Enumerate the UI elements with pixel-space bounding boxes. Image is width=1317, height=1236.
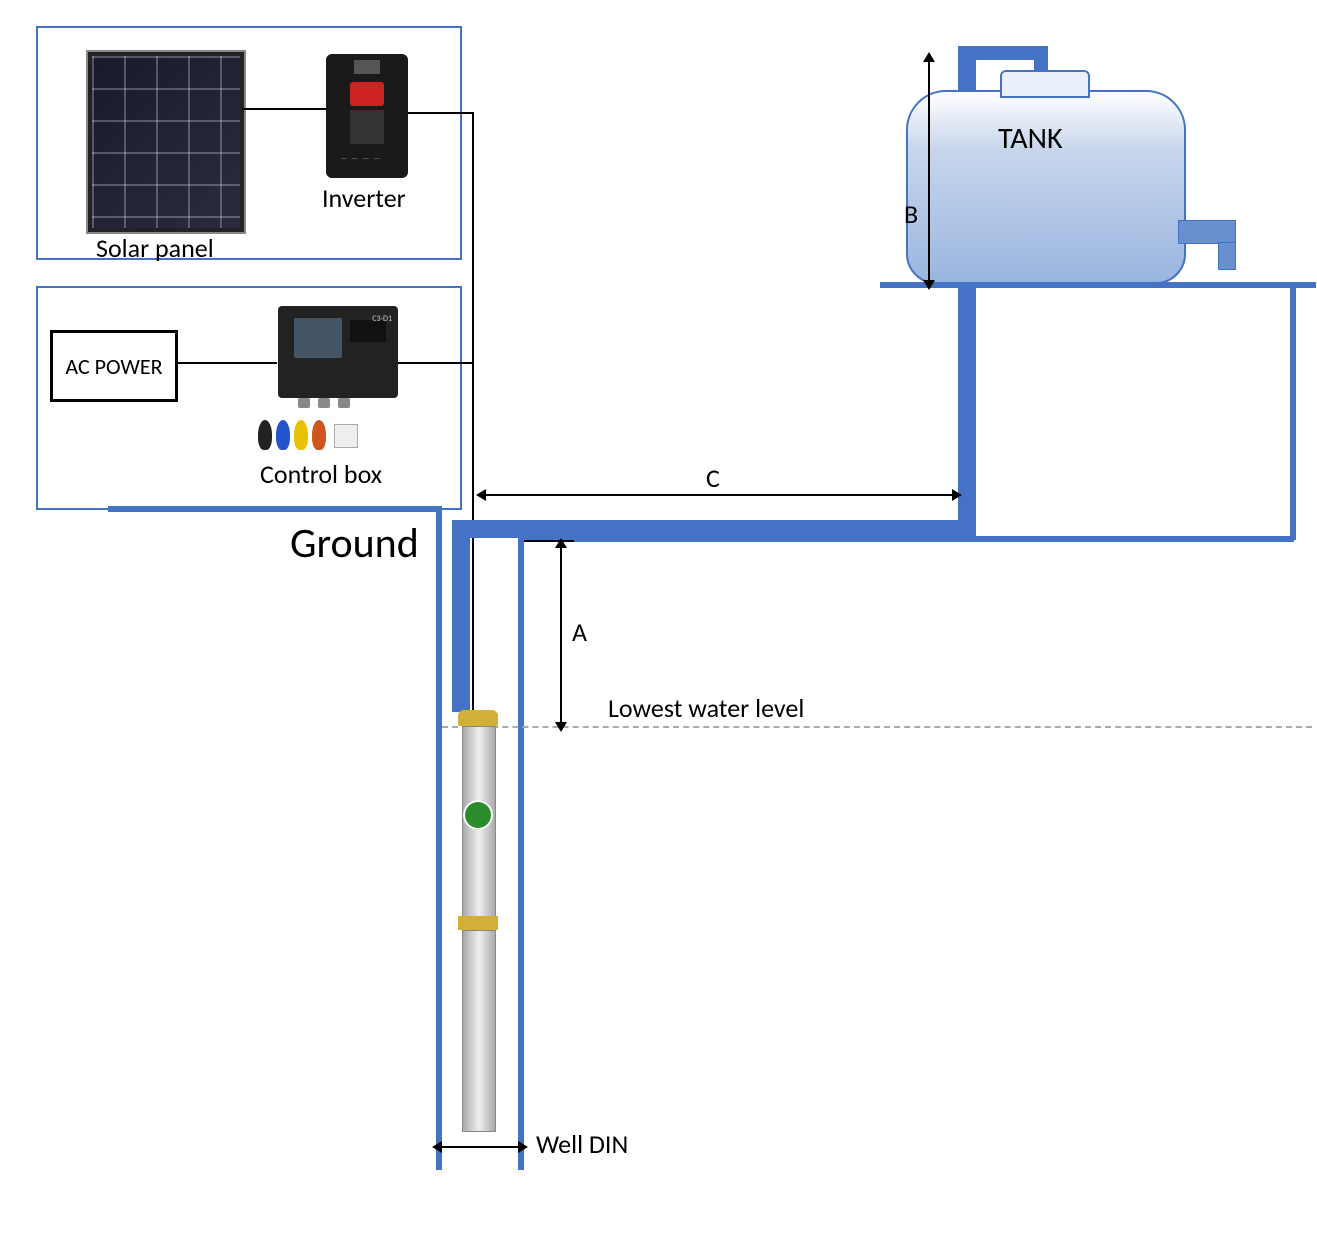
dim-a-label: A — [572, 616, 587, 648]
tank-outlet-down — [1218, 242, 1236, 270]
dim-c-label: C — [706, 462, 720, 494]
control-box-label: Control box — [260, 458, 382, 490]
dim-c-arrow — [486, 494, 952, 496]
lowest-water-label: Lowest water level — [608, 692, 804, 724]
pump-body-bottom — [462, 930, 496, 1132]
well-wall-left — [436, 506, 442, 1170]
connector-icon — [334, 424, 358, 448]
ac-power-box: AC POWER — [50, 330, 178, 402]
dim-a-arrow — [560, 548, 562, 722]
solar-panel-icon — [86, 50, 246, 234]
pipe-horizontal — [452, 520, 976, 538]
pump-badge-icon — [463, 800, 493, 830]
wire-inverter-out-h — [408, 112, 474, 114]
control-box-icon: C3-D1 — [278, 306, 398, 398]
wire-ac-controlbox — [175, 362, 277, 364]
ac-power-label: AC POWER — [65, 353, 162, 380]
wire-solar-inverter — [242, 108, 326, 110]
well-din-arrow — [442, 1146, 518, 1148]
ground-line-left — [108, 506, 438, 512]
ground-label: Ground — [290, 518, 419, 569]
water-level-line — [442, 726, 1312, 728]
dim-b-arrow — [928, 62, 930, 280]
wire-inverter-out-v — [472, 112, 474, 712]
well-din-label: Well DIN — [536, 1128, 628, 1160]
inverter-icon: — — — — — [326, 54, 408, 178]
wire-bundle-icon — [294, 420, 308, 450]
tank-label: TANK — [998, 120, 1063, 157]
pipe-well-up — [452, 524, 470, 712]
dim-a-tick — [524, 540, 574, 542]
tank-platform-up — [1290, 282, 1296, 540]
well-wall-right — [518, 536, 524, 1170]
pump-cap — [458, 710, 498, 726]
wire-controlbox-out — [398, 362, 472, 364]
solar-panel-label: Solar panel — [96, 232, 214, 264]
wire-bundle-icon — [258, 420, 272, 450]
dim-b-label: B — [904, 198, 918, 230]
wire-bundle-icon — [276, 420, 290, 450]
tank-hatch — [1000, 70, 1090, 98]
inverter-label: Inverter — [322, 182, 406, 214]
pump-seal — [458, 916, 498, 930]
wire-bundle-icon — [312, 420, 326, 450]
tank-outlet — [1178, 220, 1236, 244]
